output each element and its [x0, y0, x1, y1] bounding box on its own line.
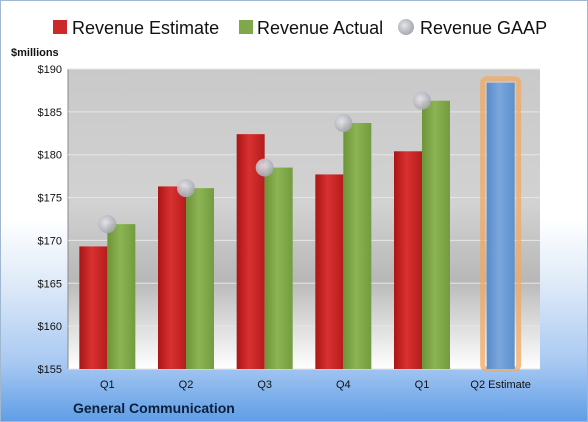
legend: Revenue Estimate Revenue Actual Revenue … [53, 18, 547, 38]
bar-estimate [315, 174, 344, 369]
bar-estimate [394, 151, 422, 369]
y-tick-label: $175 [38, 193, 62, 205]
legend-swatch-estimate [53, 20, 67, 34]
x-tick-label: Q1 [415, 379, 430, 391]
x-tick-label: Q3 [257, 379, 272, 391]
y-tick-label: $170 [38, 235, 62, 247]
gaap-markers [98, 91, 431, 234]
bar-estimate [79, 246, 108, 369]
legend-swatch-actual [239, 20, 253, 34]
x-tick-label: Q1 [100, 379, 115, 391]
x-axis-ticks: Q1 Q2 Q3 Q4 Q1 Q2 Estimate [100, 379, 531, 391]
x-tick-label: Q2 Estimate [470, 379, 531, 391]
y-axis-ticks: $155 $160 $165 $170 $175 $180 $185 $190 [38, 64, 62, 376]
bar-actual [107, 224, 136, 369]
bar-actual [186, 188, 214, 369]
bar-estimate [158, 186, 186, 369]
legend-label-actual: Revenue Actual [257, 18, 383, 38]
x-tick-label: Q4 [336, 379, 351, 391]
y-tick-label: $155 [38, 364, 62, 376]
plot-area [68, 69, 540, 369]
marker-gaap [334, 114, 353, 132]
marker-gaap [255, 158, 274, 177]
y-tick-label: $190 [38, 64, 62, 76]
company-name: General Communication [73, 400, 235, 416]
marker-gaap [98, 215, 117, 234]
x-tick-label: Q2 [179, 379, 194, 391]
legend-label-estimate: Revenue Estimate [72, 18, 219, 38]
y-tick-label: $165 [38, 278, 62, 290]
bar-actual [422, 100, 450, 369]
gridlines [68, 68, 540, 370]
y-tick-label: $185 [38, 107, 62, 119]
bar-estimate-forecast [486, 82, 515, 369]
bar-actual [264, 167, 293, 369]
legend-marker-gaap [398, 19, 414, 35]
legend-label-gaap: Revenue GAAP [420, 18, 547, 38]
marker-gaap [413, 91, 431, 110]
bar-actual [343, 123, 372, 369]
y-tick-label: $180 [38, 150, 62, 162]
y-axis-unit-label: $millions [11, 47, 59, 59]
y-tick-label: $160 [38, 321, 62, 333]
marker-gaap [177, 179, 195, 198]
bars [79, 76, 522, 372]
